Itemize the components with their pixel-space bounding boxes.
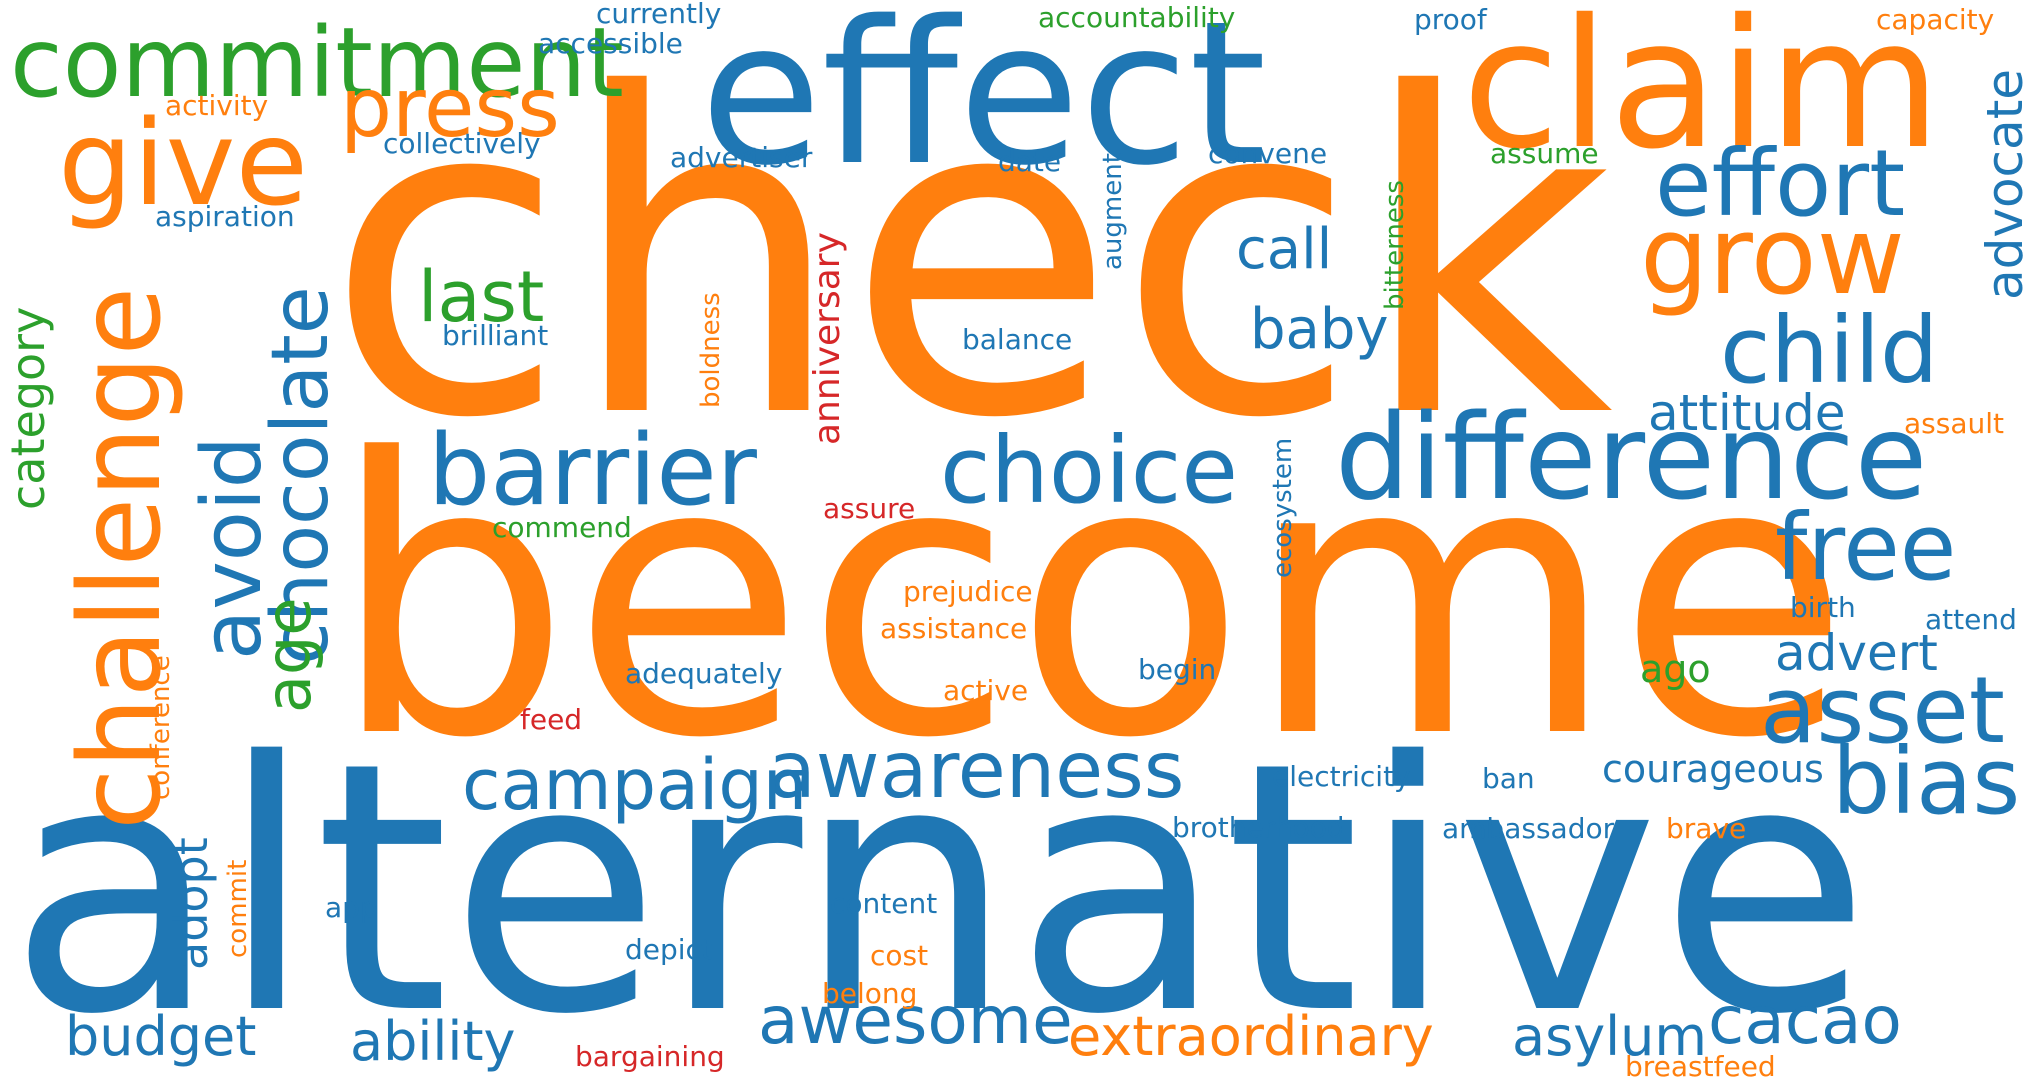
word-attend: attend — [1925, 603, 2017, 636]
word-category: category — [1, 306, 55, 510]
word-activity: activity — [165, 89, 269, 122]
word-budget: budget — [65, 1005, 257, 1068]
word-assume: assume — [1490, 137, 1599, 170]
word-breastfeed: breastfeed — [1625, 1050, 1776, 1080]
word-awareness: awareness — [768, 726, 1185, 816]
word-age: age — [252, 597, 325, 714]
word-adequately: adequately — [625, 657, 783, 690]
word-brotherhood: brotherhood — [1172, 811, 1345, 844]
word-cost: cost — [870, 939, 929, 972]
word-choice: choice — [940, 417, 1238, 524]
word-ago: ago — [1640, 647, 1711, 691]
word-grow: grow — [1640, 194, 1905, 319]
word-free: free — [1775, 494, 1957, 601]
word-ban: ban — [1482, 762, 1535, 795]
word-active: active — [943, 674, 1029, 707]
word-prejudice: prejudice — [903, 575, 1033, 608]
word-campaign: campaign — [462, 744, 808, 826]
word-brilliant: brilliant — [442, 319, 549, 352]
word-cacao: cacao — [1708, 982, 1902, 1059]
word-begin: begin — [1138, 653, 1217, 686]
word-ability: ability — [350, 1010, 516, 1073]
word-bargaining: bargaining — [575, 1040, 725, 1073]
word-advocate: advocate — [1976, 68, 2034, 300]
word-advert: advert — [1775, 624, 1938, 682]
word-depict: depict — [625, 933, 712, 966]
word-content: content — [830, 887, 938, 920]
word-boldness: boldness — [696, 292, 726, 408]
word-accessible: accessible — [538, 27, 683, 60]
word-press: press — [340, 61, 560, 156]
word-give: give — [58, 94, 309, 232]
word-currently: currently — [596, 0, 722, 30]
word-belong: belong — [822, 977, 918, 1010]
word-assault: assault — [1904, 407, 2004, 440]
word-anniversary: anniversary — [807, 232, 848, 445]
word-assure: assure — [823, 492, 916, 525]
word-become: become — [330, 378, 1851, 821]
word-check: check — [325, 2, 1614, 514]
word-app: app — [325, 891, 378, 924]
word-asylum: asylum — [1512, 1005, 1708, 1068]
word-augment: augment — [1098, 153, 1128, 270]
word-call: call — [1236, 217, 1333, 282]
word-commitment: commitment — [10, 7, 624, 119]
word-convene: convene — [1208, 137, 1328, 170]
word-bias: bias — [1832, 728, 2021, 835]
word-birth: birth — [1790, 591, 1856, 624]
word-effort: effort — [1655, 130, 1906, 237]
word-effect: effect — [700, 0, 1267, 209]
word-asset: asset — [1760, 657, 2005, 764]
word-difference: difference — [1335, 388, 1928, 526]
word-assistance: assistance — [880, 612, 1028, 645]
word-bitterness: bitterness — [1380, 180, 1410, 310]
word-accountability: accountability — [1038, 1, 1236, 34]
word-claim: claim — [1462, 0, 1942, 188]
word-attitude: attitude — [1648, 384, 1846, 442]
word-adopt: adopt — [164, 837, 218, 970]
word-ecosystem: ecosystem — [1268, 437, 1298, 578]
word-commend: commend — [492, 511, 632, 544]
word-feed: feed — [520, 703, 583, 736]
word-collectively: collectively — [383, 127, 541, 160]
word-extraordinary: extraordinary — [1068, 1005, 1434, 1068]
word-proof: proof — [1414, 3, 1487, 36]
word-ambassador: ambassador — [1442, 812, 1615, 845]
word-commit: commit — [223, 859, 253, 958]
word-last: last — [418, 256, 545, 338]
word-barrier: barrier — [428, 414, 757, 528]
word-alternative: alternative — [8, 690, 1871, 1080]
word-electricity: electricity — [1272, 760, 1411, 793]
word-awesome: awesome — [758, 982, 1073, 1059]
word-brave: brave — [1666, 812, 1747, 845]
word-aspiration: aspiration — [155, 200, 295, 233]
word-capacity: capacity — [1876, 3, 1995, 36]
word-date: date — [998, 145, 1062, 178]
word-advertiser: advertiser — [670, 141, 813, 174]
word-baby: baby — [1250, 297, 1389, 362]
word-child: child — [1720, 297, 1939, 404]
word-courageous: courageous — [1602, 747, 1824, 791]
word-balance: balance — [962, 323, 1073, 356]
word-conference: conference — [146, 655, 176, 800]
